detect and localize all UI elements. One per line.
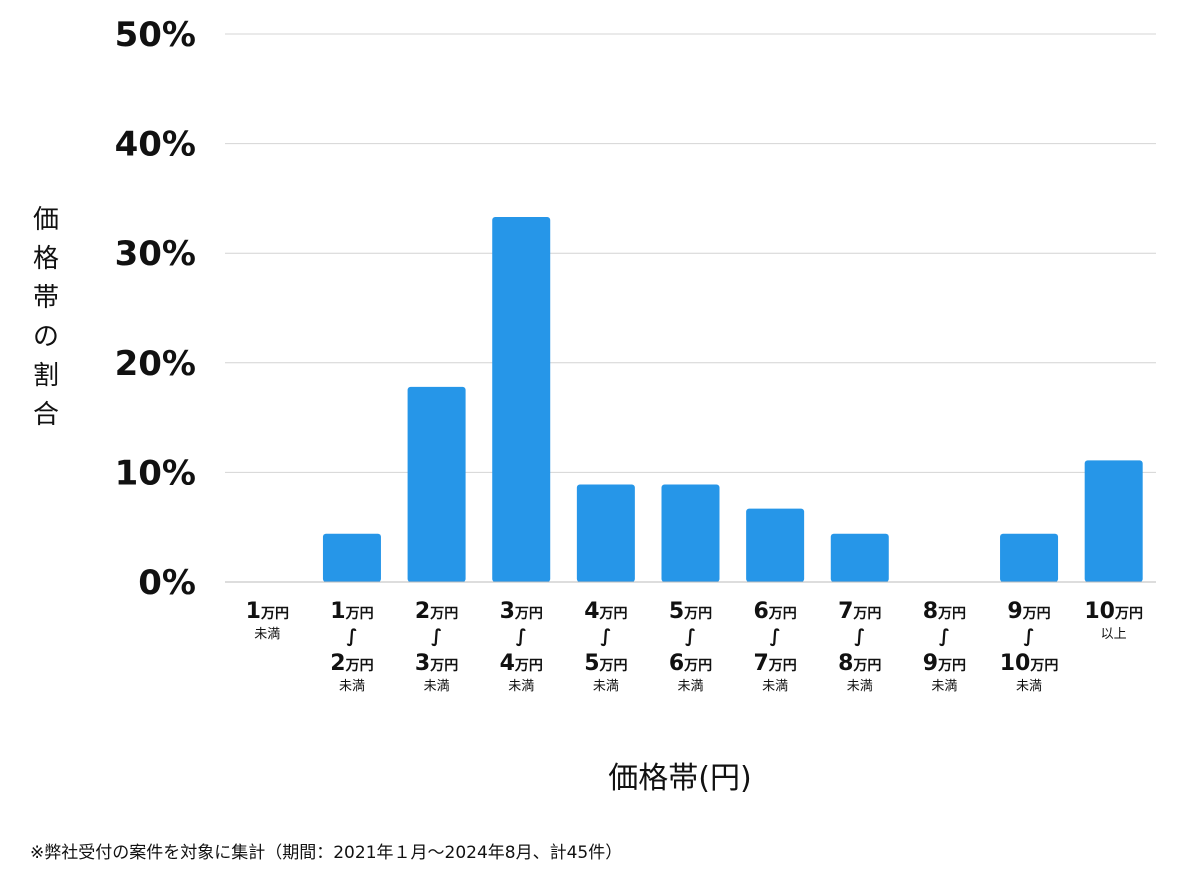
x-tick-suffix: 未満 [339,679,365,694]
x-tick-suffix: 未満 [1016,679,1042,694]
x-tick-tilde: ∫ [600,626,611,647]
x-tick-tilde: ∫ [770,626,781,647]
bar [1084,460,1143,582]
x-tick-tilde: ∫ [516,626,527,647]
x-tick-range-bound: 4万円 [500,651,543,676]
y-tick-label: 0% [138,563,196,603]
x-tick-range-bound: 2万円 [330,651,373,676]
y-axis-title-char: 格 [33,244,59,274]
bar [1000,533,1059,582]
bars [322,217,1143,583]
x-tick-range-bound: 9万円 [923,651,966,676]
bar [407,386,466,582]
y-tick-label: 10% [115,453,196,493]
bar [576,484,635,582]
x-tick-range-bound: 5万円 [669,599,712,624]
x-tick-range-bound: 7万円 [753,651,796,676]
x-tick-range-bound: 1万円 [246,599,289,624]
x-tick-range-bound: 3万円 [415,651,458,676]
bar [492,217,551,583]
x-tick-suffix: 未満 [424,679,450,694]
x-tick-range-bound: 10万円 [1084,599,1143,624]
x-tick-range-bound: 1万円 [330,599,373,624]
y-tick-label: 40% [115,125,196,165]
x-axis-title: 価格帯(円) [608,761,751,796]
x-tick-tilde: ∫ [685,626,696,647]
bar [746,508,805,582]
x-tick-suffix: 未満 [677,679,703,694]
x-tick-suffix: 以上 [1101,627,1127,642]
x-tick-range-bound: 6万円 [669,651,712,676]
bar [661,484,720,582]
y-axis-title-char: 合 [33,400,59,430]
x-tick-suffix: 未満 [762,679,788,694]
y-tick-label: 20% [115,344,196,384]
y-axis-title-char: 帯 [33,283,59,313]
x-tick-range-bound: 6万円 [753,599,796,624]
footnote: ※弊社受付の案件を対象に集計（期間：2021年１月〜2024年8月、計45件） [30,843,623,863]
x-tick-range-bound: 2万円 [415,599,458,624]
bar [830,533,889,582]
x-tick-tilde: ∫ [346,626,357,647]
x-tick-range-bound: 5万円 [584,651,627,676]
x-tick-range-bound: 8万円 [923,599,966,624]
x-tick-tilde: ∫ [854,626,865,647]
x-tick-range-bound: 8万円 [838,651,881,676]
x-tick-range-bound: 4万円 [584,599,627,624]
y-tick-labels: 0% 10% 20% 30% 40% 50% [115,15,196,603]
x-tick-suffix: 未満 [847,679,873,694]
x-tick-range-bound: 7万円 [838,599,881,624]
x-tick-tilde: ∫ [1024,626,1035,647]
x-tick-range-bound: 9万円 [1007,599,1050,624]
x-tick-tilde: ∫ [431,626,442,647]
x-tick-range-bound: 3万円 [500,599,543,624]
y-tick-label: 50% [115,15,196,55]
x-tick-suffix: 未満 [931,679,957,694]
y-axis-title-char: 割 [33,361,59,391]
x-tick-suffix: 未満 [593,679,619,694]
y-axis-title-char: 価 [33,205,59,235]
x-tick-suffix: 未満 [508,679,534,694]
bar [322,533,381,582]
y-tick-label: 30% [115,234,196,274]
y-axis-title-char: の [33,322,59,352]
x-tick-tilde: ∫ [939,626,950,647]
x-tick-range-bound: 10万円 [1000,651,1059,676]
x-tick-suffix: 未満 [254,627,280,642]
x-tick-labels: 1万円未満1万円∫2万円未満2万円∫3万円未満3万円∫4万円未満4万円∫5万円未… [246,599,1143,694]
